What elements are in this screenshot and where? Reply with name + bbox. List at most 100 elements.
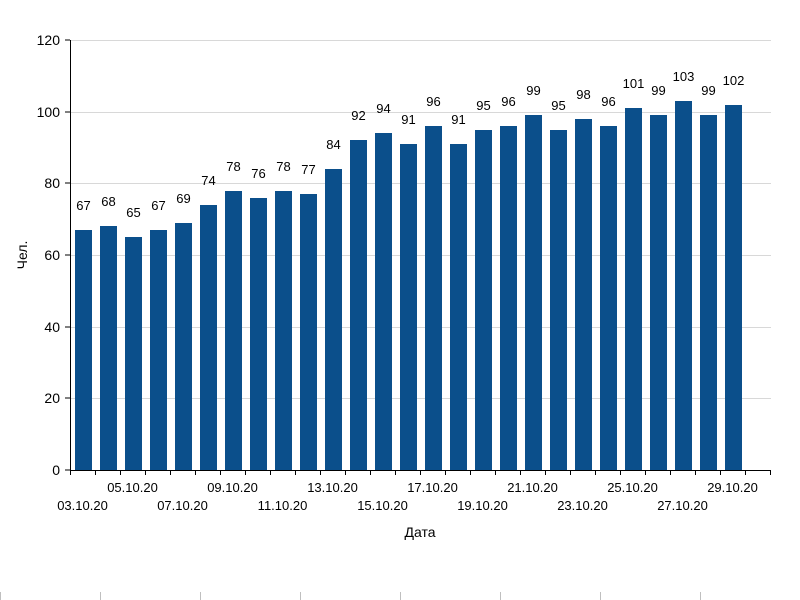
x-tick-mark [570,470,571,475]
bar [600,126,617,470]
y-tick-label: 0 [52,462,66,478]
x-tick-mark [320,470,321,475]
x-tick-mark [420,470,421,475]
bar-value-label: 96 [601,94,615,109]
bar [525,115,542,470]
x-tick-mark [495,470,496,475]
x-tick-label: 21.10.20 [507,480,558,495]
bar [200,205,217,470]
bar-value-label: 78 [226,159,240,174]
y-axis-label: Чел. [14,241,30,270]
bar-value-label: 99 [651,83,665,98]
bar [450,144,467,470]
x-tick-label: 19.10.20 [457,498,508,513]
y-tick-label: 100 [37,104,66,120]
bar-value-label: 78 [276,159,290,174]
x-tick-mark [195,470,196,475]
bar [475,130,492,470]
bar [500,126,517,470]
bar [150,230,167,470]
y-tick-label: 80 [44,175,66,191]
bar-value-label: 95 [476,98,490,113]
bar-value-label: 74 [201,173,215,188]
x-tick-mark [220,470,221,475]
bar-value-label: 77 [301,162,315,177]
y-tick-label: 20 [44,390,66,406]
bar-value-label: 96 [501,94,515,109]
bar [675,101,692,470]
x-tick-label: 27.10.20 [657,498,708,513]
x-tick-mark [395,470,396,475]
bar [400,144,417,470]
bar-value-label: 99 [701,83,715,98]
footer-tick [500,592,501,600]
x-axis-label: Дата [404,524,435,540]
x-tick-label: 07.10.20 [157,498,208,513]
bar [575,119,592,470]
x-tick-label: 03.10.20 [57,498,108,513]
bar-value-label: 92 [351,108,365,123]
bar-value-label: 94 [376,101,390,116]
bar-value-label: 96 [426,94,440,109]
bar-value-label: 69 [176,191,190,206]
y-tick-label: 40 [44,319,66,335]
footer-tick [0,592,1,600]
footer-tick [600,592,601,600]
x-tick-mark [520,470,521,475]
bar-value-label: 67 [151,198,165,213]
bar-value-label: 101 [623,76,645,91]
bar-value-label: 95 [551,98,565,113]
x-tick-mark [270,470,271,475]
bar [550,130,567,470]
x-tick-mark [620,470,621,475]
x-tick-mark [545,470,546,475]
x-tick-mark [445,470,446,475]
bar-value-label: 99 [526,83,540,98]
x-tick-label: 09.10.20 [207,480,258,495]
x-tick-mark [145,470,146,475]
bar [425,126,442,470]
footer-tick [200,592,201,600]
bar [300,194,317,470]
bar [350,140,367,470]
bar-value-label: 91 [401,112,415,127]
bar-value-label: 76 [251,166,265,181]
bar [225,191,242,471]
bar [325,169,342,470]
footer-tick [300,592,301,600]
chart-container: 6768656769747876787784929491969195969995… [0,0,800,600]
x-tick-mark [645,470,646,475]
plot-area: 6768656769747876787784929491969195969995… [70,40,771,471]
x-tick-mark [745,470,746,475]
x-tick-mark [70,470,71,475]
x-tick-label: 11.10.20 [258,498,308,513]
x-tick-label: 23.10.20 [557,498,608,513]
bar [175,223,192,470]
bar [725,105,742,471]
x-tick-mark [170,470,171,475]
bar [625,108,642,470]
y-tick-label: 120 [37,32,66,48]
x-tick-label: 25.10.20 [607,480,658,495]
footer-tick [400,592,401,600]
x-tick-label: 29.10.20 [707,480,758,495]
bar-value-label: 98 [576,87,590,102]
footer-tick [100,592,101,600]
x-tick-label: 13.10.20 [307,480,358,495]
bar [700,115,717,470]
x-tick-mark [470,470,471,475]
gridline [71,40,771,41]
x-tick-mark [670,470,671,475]
bar-value-label: 67 [76,198,90,213]
x-tick-mark [295,470,296,475]
x-tick-mark [95,470,96,475]
bar-value-label: 84 [326,137,340,152]
bar-value-label: 103 [673,69,695,84]
bar-value-label: 68 [101,194,115,209]
x-tick-label: 05.10.20 [107,480,158,495]
footer-tick [700,592,701,600]
bar [275,191,292,471]
bar [650,115,667,470]
x-tick-mark [370,470,371,475]
x-tick-mark [595,470,596,475]
